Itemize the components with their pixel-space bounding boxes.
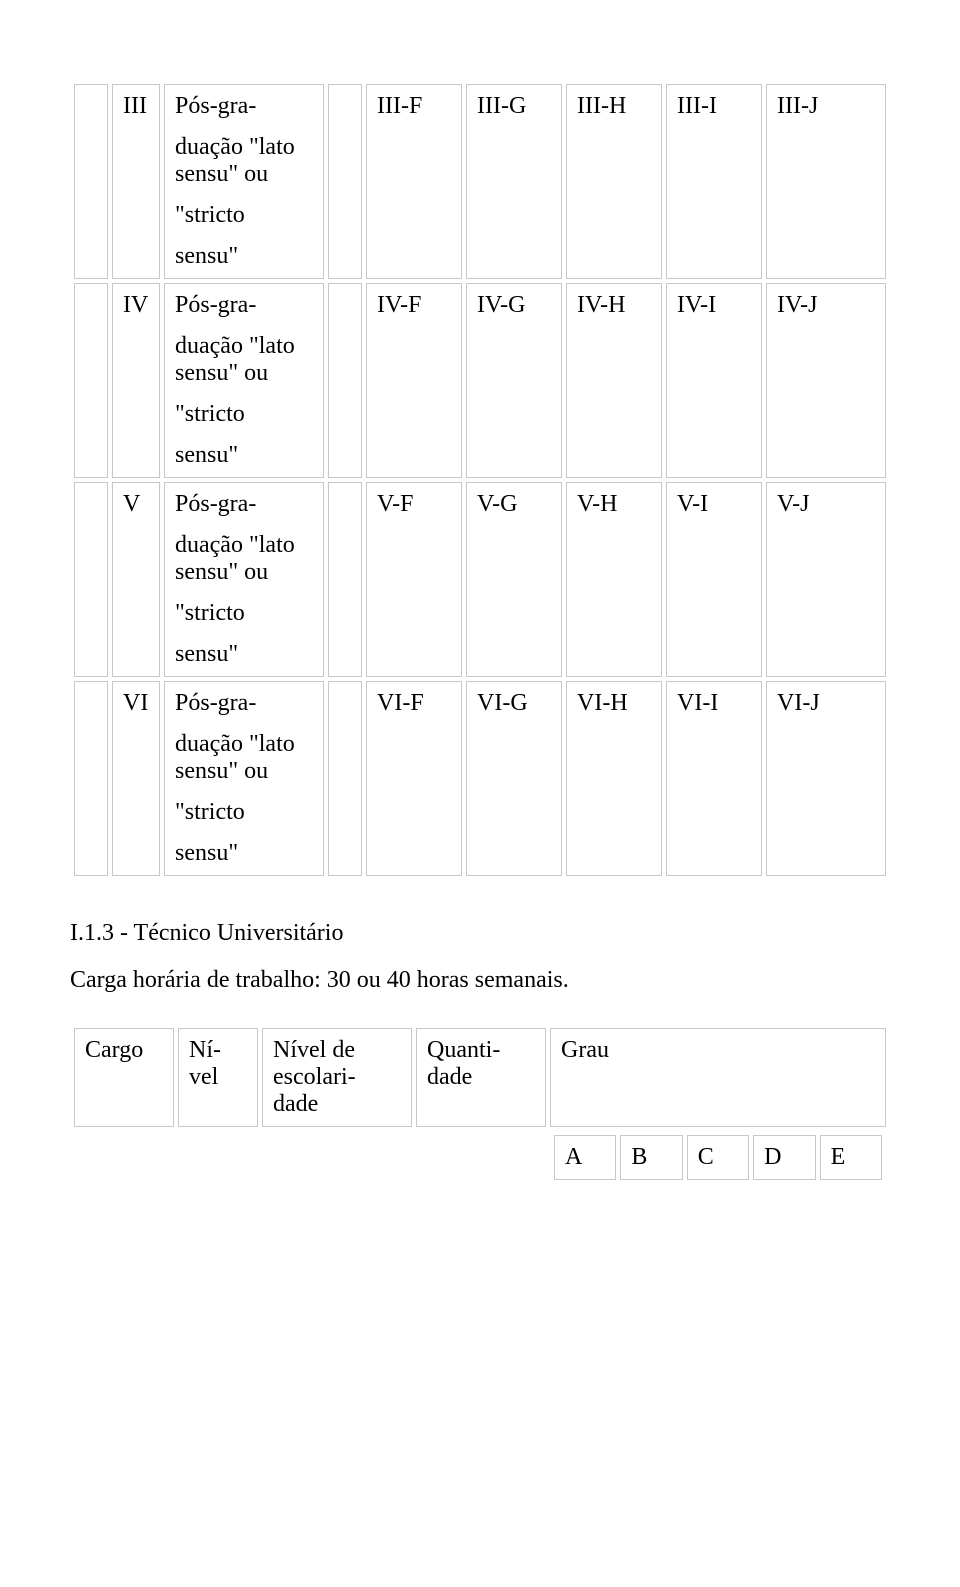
desc-line: Pós-gra- <box>175 292 313 319</box>
level-cell: VI <box>112 681 160 876</box>
grade-cell: IV-I <box>666 283 762 478</box>
table-row: IV Pós-gra- duação "lato sensu" ou "stri… <box>74 283 886 478</box>
description-cell: Pós-gra- duação "lato sensu" ou "stricto… <box>164 84 324 279</box>
blank-cell <box>74 681 108 876</box>
header-escolaridade: Nível de escolari- dade <box>262 1028 412 1127</box>
desc-line: Pós-gra- <box>175 491 313 518</box>
level-cell: III <box>112 84 160 279</box>
grade-cell: V-I <box>666 482 762 677</box>
section-paragraph: Carga horária de trabalho: 30 ou 40 hora… <box>70 967 890 994</box>
desc-line: sensu" <box>175 243 313 270</box>
desc-line: sensu" <box>175 442 313 469</box>
grade-cell: VI-G <box>466 681 562 876</box>
level-cell: V <box>112 482 160 677</box>
grade-cell: IV-G <box>466 283 562 478</box>
grade-cell: VI-F <box>366 681 462 876</box>
cargo-table: Cargo Ní- vel Nível de escolari- dade Qu… <box>70 1024 890 1188</box>
grade-cell: IV-F <box>366 283 462 478</box>
grade-cell: III-F <box>366 84 462 279</box>
blank-cell <box>328 681 362 876</box>
grade-cell: IV-H <box>566 283 662 478</box>
table-row: V Pós-gra- duação "lato sensu" ou "stric… <box>74 482 886 677</box>
desc-line: duação "lato sensu" ou <box>175 731 313 785</box>
table-row: A B C D E <box>74 1131 886 1184</box>
classification-table: III Pós-gra- duação "lato sensu" ou "str… <box>70 80 890 880</box>
desc-line: Pós-gra- <box>175 690 313 717</box>
grade-cell: VI-I <box>666 681 762 876</box>
grade-cell: VI-H <box>566 681 662 876</box>
grade-cell: III-J <box>766 84 886 279</box>
grau-col-d: D <box>753 1135 815 1180</box>
grau-col-e: E <box>820 1135 882 1180</box>
desc-line: "stricto <box>175 600 313 627</box>
desc-line: duação "lato sensu" ou <box>175 333 313 387</box>
blank-cell <box>74 283 108 478</box>
grau-col-b: B <box>620 1135 682 1180</box>
blank-cell <box>74 84 108 279</box>
grade-cell: III-I <box>666 84 762 279</box>
table-row: Cargo Ní- vel Nível de escolari- dade Qu… <box>74 1028 886 1127</box>
table-row: III Pós-gra- duação "lato sensu" ou "str… <box>74 84 886 279</box>
desc-line: "stricto <box>175 799 313 826</box>
desc-line: sensu" <box>175 641 313 668</box>
blank-cell <box>328 84 362 279</box>
grade-cell: V-F <box>366 482 462 677</box>
desc-line: duação "lato sensu" ou <box>175 134 313 188</box>
desc-line: "stricto <box>175 401 313 428</box>
description-cell: Pós-gra- duação "lato sensu" ou "stricto… <box>164 482 324 677</box>
table-row: VI Pós-gra- duação "lato sensu" ou "stri… <box>74 681 886 876</box>
header-quantidade: Quanti- dade <box>416 1028 546 1127</box>
level-cell: IV <box>112 283 160 478</box>
section-heading: I.1.3 - Técnico Universitário <box>70 920 890 947</box>
header-cargo: Cargo <box>74 1028 174 1127</box>
grade-cell: III-H <box>566 84 662 279</box>
desc-line: duação "lato sensu" ou <box>175 532 313 586</box>
grade-cell: V-G <box>466 482 562 677</box>
description-cell: Pós-gra- duação "lato sensu" ou "stricto… <box>164 283 324 478</box>
desc-line: "stricto <box>175 202 313 229</box>
description-cell: Pós-gra- duação "lato sensu" ou "stricto… <box>164 681 324 876</box>
desc-line: Pós-gra- <box>175 93 313 120</box>
grade-cell: III-G <box>466 84 562 279</box>
grade-cell: IV-J <box>766 283 886 478</box>
grade-cell: VI-J <box>766 681 886 876</box>
grade-cell: V-J <box>766 482 886 677</box>
grau-col-c: C <box>687 1135 749 1180</box>
blank-cell <box>328 482 362 677</box>
header-grau: Grau <box>550 1028 886 1127</box>
header-nivel: Ní- vel <box>178 1028 258 1127</box>
desc-line: sensu" <box>175 840 313 867</box>
grau-col-a: A <box>554 1135 616 1180</box>
blank-cell <box>74 482 108 677</box>
blank-cell <box>328 283 362 478</box>
grade-cell: V-H <box>566 482 662 677</box>
